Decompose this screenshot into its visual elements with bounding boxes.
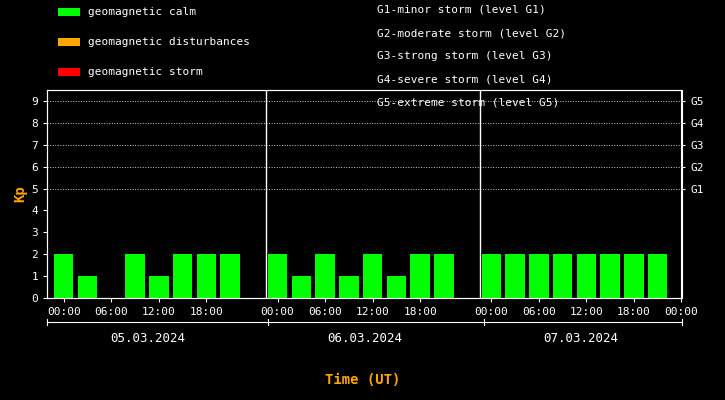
Bar xyxy=(149,276,168,298)
Text: geomagnetic storm: geomagnetic storm xyxy=(88,67,203,77)
Bar xyxy=(505,254,525,298)
Bar xyxy=(173,254,192,298)
Bar xyxy=(529,254,549,298)
Text: G4-severe storm (level G4): G4-severe storm (level G4) xyxy=(377,74,552,85)
Y-axis label: Kp: Kp xyxy=(13,186,27,202)
Bar xyxy=(481,254,501,298)
Bar xyxy=(54,254,73,298)
Text: Time (UT): Time (UT) xyxy=(325,373,400,387)
Bar xyxy=(410,254,430,298)
Text: 05.03.2024: 05.03.2024 xyxy=(110,332,186,344)
Bar xyxy=(220,254,240,298)
Bar xyxy=(78,276,97,298)
Text: G5-extreme storm (level G5): G5-extreme storm (level G5) xyxy=(377,98,559,108)
Bar xyxy=(125,254,145,298)
Text: 07.03.2024: 07.03.2024 xyxy=(543,332,618,344)
Bar xyxy=(434,254,454,298)
Text: 06.03.2024: 06.03.2024 xyxy=(327,332,402,344)
Bar xyxy=(648,254,668,298)
Bar xyxy=(339,276,359,298)
Bar xyxy=(386,276,406,298)
Bar xyxy=(600,254,620,298)
Text: geomagnetic disturbances: geomagnetic disturbances xyxy=(88,37,250,47)
Text: G1-minor storm (level G1): G1-minor storm (level G1) xyxy=(377,5,546,15)
Bar xyxy=(315,254,335,298)
Bar xyxy=(196,254,216,298)
Bar xyxy=(363,254,382,298)
Bar xyxy=(268,254,287,298)
Bar xyxy=(624,254,644,298)
Text: G2-moderate storm (level G2): G2-moderate storm (level G2) xyxy=(377,28,566,38)
Bar xyxy=(553,254,573,298)
Text: geomagnetic calm: geomagnetic calm xyxy=(88,7,196,17)
Bar xyxy=(576,254,596,298)
Bar xyxy=(291,276,311,298)
Text: G3-strong storm (level G3): G3-strong storm (level G3) xyxy=(377,51,552,61)
